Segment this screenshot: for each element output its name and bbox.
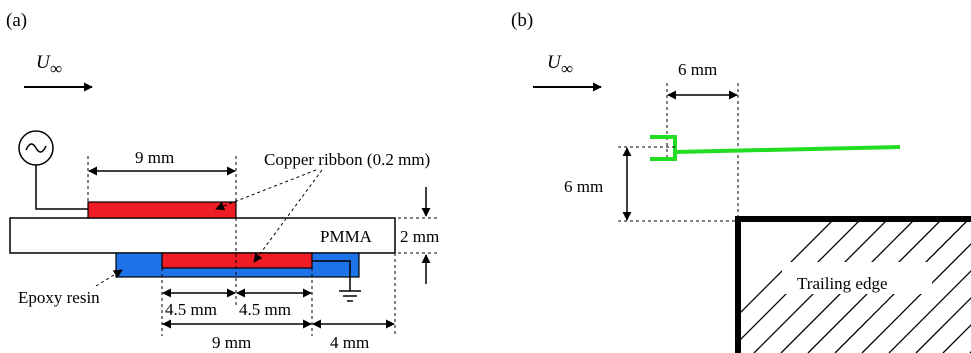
trailing-edge-body: Trailing edge xyxy=(735,216,971,353)
hatch-line xyxy=(915,297,971,353)
dim-half-right: 4.5 mm xyxy=(236,288,312,319)
ac-source-icon xyxy=(18,130,88,210)
dim-thickness-label: 2 mm xyxy=(400,227,439,246)
top-electrode xyxy=(87,201,237,219)
dim-top-electrode: 9 mm xyxy=(87,148,237,202)
dim-horizontal-label: 6 mm xyxy=(678,60,717,79)
copper-leader-bottom xyxy=(253,169,323,263)
epoxy-resin-label: Epoxy resin xyxy=(18,288,100,307)
dim-bottom-electrode: 9 mm xyxy=(162,319,312,352)
dim-half-right-label: 4.5 mm xyxy=(239,300,291,319)
dim-overlap-label: 4 mm xyxy=(330,333,369,352)
dim-horizontal: 6 mm xyxy=(666,60,739,221)
epoxy-leader xyxy=(95,269,123,287)
dim-top-electrode-label: 9 mm xyxy=(135,148,174,167)
trailing-edge-label-bg xyxy=(782,262,932,294)
panel-b-label: (b) xyxy=(511,10,533,31)
panel-b: (b) U ∞ 6 mm 6 mm Trail xyxy=(511,10,971,353)
freestream-subscript-a: ∞ xyxy=(50,59,62,78)
copper-leader-top xyxy=(215,169,317,211)
dim-vertical: 6 mm xyxy=(564,146,738,222)
panel-a-label: (a) xyxy=(6,10,27,31)
dim-bottom-electrode-label: 9 mm xyxy=(212,333,251,352)
hatch-line xyxy=(888,270,971,353)
hatch-line xyxy=(942,324,971,353)
trailing-edge-label: Trailing edge xyxy=(797,274,888,293)
freestream-arrow-b: U ∞ xyxy=(533,52,602,92)
freestream-symbol-a: U xyxy=(36,52,51,73)
hatch-line xyxy=(740,221,833,314)
trailing-edge-outline xyxy=(735,216,971,353)
panel-a: (a) U ∞ PMMA xyxy=(6,10,439,352)
ground-icon xyxy=(312,260,361,302)
dim-half-left-label: 4.5 mm xyxy=(165,300,217,319)
pmma-plate xyxy=(9,217,396,254)
copper-ribbon-label: Copper ribbon (0.2 mm) xyxy=(264,150,430,169)
freestream-symbol-b: U xyxy=(547,52,562,73)
dim-thickness: 2 mm xyxy=(398,187,439,284)
pmma-label: PMMA xyxy=(320,227,373,246)
dim-half-left: 4.5 mm xyxy=(162,288,236,319)
freestream-subscript-b: ∞ xyxy=(561,59,573,78)
dim-overlap: 4 mm xyxy=(312,319,395,352)
bottom-electrode xyxy=(161,252,313,269)
dim-vertical-label: 6 mm xyxy=(564,177,603,196)
freestream-arrow-a: U ∞ xyxy=(24,52,93,92)
plasma-actuator xyxy=(650,135,901,161)
dim-bottom-extensions xyxy=(161,218,396,336)
